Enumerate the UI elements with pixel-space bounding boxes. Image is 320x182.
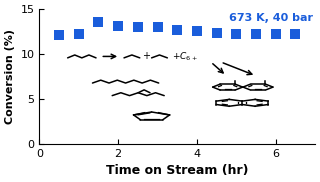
Point (116, 25, 121, 27)
Point (234, 33, 239, 35)
Point (56, 33, 61, 36)
Text: $+C_{6+}$: $+C_{6+}$ (172, 50, 198, 63)
Point (135, 25, 140, 28)
Point (253, 33, 259, 35)
Point (214, 32, 219, 35)
Point (96, 21, 101, 24)
Point (155, 25, 160, 28)
Point (194, 30, 199, 33)
Y-axis label: Conversion (%): Conversion (%) (5, 29, 15, 124)
Point (293, 33, 298, 35)
Text: +: + (142, 52, 150, 61)
Point (76, 33, 81, 35)
Text: 673 K, 40 bar: 673 K, 40 bar (229, 13, 313, 23)
X-axis label: Time on Stream (hr): Time on Stream (hr) (106, 164, 248, 177)
Point (273, 33, 278, 35)
Point (175, 28, 180, 31)
